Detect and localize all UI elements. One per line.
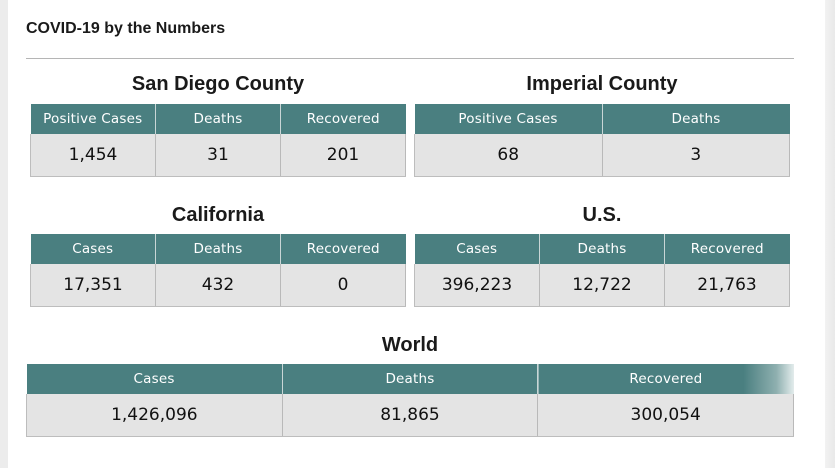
world-section: World Cases Deaths Recovered 1,426,096 8…: [26, 332, 794, 437]
imperial-deaths-value: 3: [602, 134, 790, 177]
us-cases-value: 396,223: [414, 264, 540, 307]
left-page-edge: [0, 0, 8, 468]
header-recovered: Recovered: [280, 104, 406, 134]
us-title: U.S.: [582, 204, 622, 226]
san-diego-county-section: San Diego County Positive Cases Deaths R…: [30, 71, 406, 177]
header-cases: Cases: [414, 234, 540, 264]
california-cases-value: 17,351: [30, 264, 156, 307]
california-table: Cases Deaths Recovered 17,351 432 0: [30, 234, 406, 307]
us-recovered-value: 21,763: [664, 264, 790, 307]
san-diego-county-table: Positive Cases Deaths Recovered 1,454 31…: [30, 104, 406, 177]
header-recovered: Recovered: [664, 234, 790, 264]
header-positive-cases: Positive Cases: [414, 104, 603, 134]
page-title: COVID-19 by the Numbers: [26, 20, 226, 37]
imperial-county-title: Imperial County: [526, 73, 678, 95]
imperial-positive-cases-value: 68: [414, 134, 603, 177]
california-title: California: [171, 204, 265, 226]
imperial-county-table: Positive Cases Deaths 68 3: [414, 104, 790, 177]
san-diego-county-title: San Diego County: [131, 73, 305, 95]
header-positive-cases: Positive Cases: [30, 104, 156, 134]
us-section: U.S. Cases Deaths Recovered 396,223 12,7…: [414, 202, 790, 307]
imperial-county-section: Imperial County Positive Cases Deaths 68…: [414, 71, 790, 177]
us-deaths-value: 12,722: [539, 264, 665, 307]
world-cases-value: 1,426,096: [26, 394, 283, 437]
world-recovered-value: 300,054: [537, 394, 794, 437]
san-diego-recovered-value: 201: [280, 134, 406, 177]
header-recovered: Recovered: [537, 364, 794, 394]
world-table: Cases Deaths Recovered 1,426,096 81,865 …: [26, 364, 794, 437]
san-diego-deaths-value: 31: [155, 134, 281, 177]
us-table: Cases Deaths Recovered 396,223 12,722 21…: [414, 234, 790, 307]
header-deaths: Deaths: [155, 104, 281, 134]
title-divider: [26, 58, 794, 59]
header-deaths: Deaths: [539, 234, 665, 264]
world-title: World: [381, 334, 439, 356]
san-diego-positive-cases-value: 1,454: [30, 134, 156, 177]
header-deaths: Deaths: [282, 364, 539, 394]
header-deaths: Deaths: [155, 234, 281, 264]
header-recovered: Recovered: [280, 234, 406, 264]
header-cases: Cases: [26, 364, 283, 394]
right-scrollbar-edge[interactable]: [825, 0, 835, 468]
header-deaths: Deaths: [602, 104, 790, 134]
california-recovered-value: 0: [280, 264, 406, 307]
california-deaths-value: 432: [155, 264, 281, 307]
world-deaths-value: 81,865: [282, 394, 539, 437]
header-cases: Cases: [30, 234, 156, 264]
california-section: California Cases Deaths Recovered 17,351…: [30, 202, 406, 307]
